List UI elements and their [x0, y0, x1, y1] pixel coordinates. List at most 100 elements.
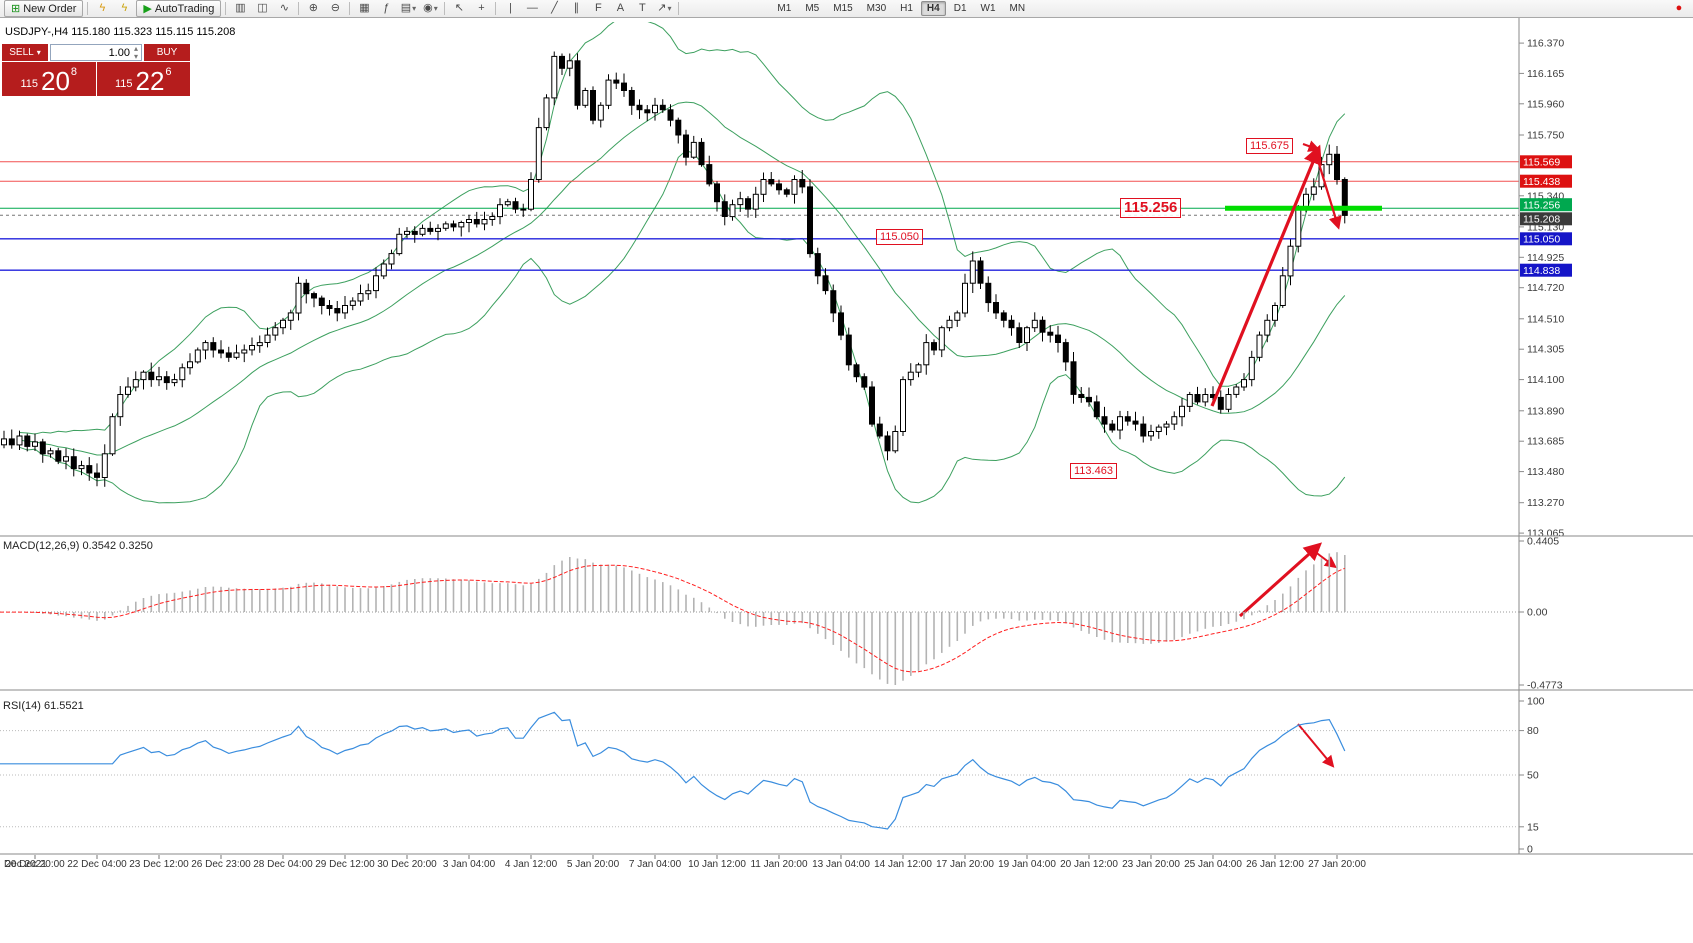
timeframe-m5[interactable]: M5 — [805, 3, 820, 14]
fibonacci-icon[interactable]: F — [587, 1, 609, 16]
symbol-ohlc-label: USDJPY-,H4 115.180 115.323 115.115 115.2… — [5, 26, 236, 38]
trendline-icon[interactable]: ╱ — [543, 1, 565, 16]
chart-window: 116.370 116.165 115.960 115.750 115.340 115.1… — [0, 18, 1693, 943]
svg-text:115.256: 115.256 — [1523, 200, 1560, 212]
buy-price-prefix: 115 — [114, 78, 133, 90]
buy-tab[interactable]: BUY — [144, 44, 190, 61]
candlestick-chart-icon: ◫ — [257, 2, 268, 14]
timeframe-w1[interactable]: W1 — [980, 3, 996, 14]
crosshair-icon[interactable]: + — [470, 1, 492, 16]
sell-price-prefix: 115 — [20, 78, 38, 90]
timeframe-m30[interactable]: M30 — [866, 3, 887, 14]
tile-windows-icon: ▦ — [359, 2, 370, 14]
timeframe-m1[interactable]: M1 — [777, 3, 792, 14]
svg-text:7 Jan 04:00: 7 Jan 04:00 — [629, 859, 682, 870]
trendline-icon: ╱ — [551, 2, 558, 14]
svg-text:Dec 2021: Dec 2021 — [4, 859, 47, 870]
timeframe-h1[interactable]: H1 — [900, 3, 913, 14]
svg-text:0.4405: 0.4405 — [1527, 536, 1559, 548]
toolbar-separator — [225, 2, 227, 15]
svg-text:30 Dec 20:00: 30 Dec 20:00 — [377, 859, 437, 870]
svg-text:114.720: 114.720 — [1527, 282, 1564, 294]
svg-text:14 Jan 12:00: 14 Jan 12:00 — [874, 859, 932, 870]
timeframe-mn[interactable]: MN — [1009, 3, 1026, 14]
svg-text:27 Jan 20:00: 27 Jan 20:00 — [1308, 859, 1366, 870]
trend-arrows[interactable] — [1210, 140, 1342, 768]
svg-text:11 Jan 20:00: 11 Jan 20:00 — [750, 859, 808, 870]
horizontal-line-icon[interactable]: — — [521, 1, 543, 16]
bar-chart-icon[interactable]: ▥ — [229, 1, 251, 16]
macd-panel: 0.4405 0.00 -0.4773 — [0, 536, 1563, 692]
sell-price-big: 20 — [41, 66, 70, 96]
zoom-in-icon[interactable]: ⊕ — [302, 1, 324, 16]
equidistant-channel-icon[interactable]: ∥ — [565, 1, 587, 16]
buy-tab-label: BUY — [156, 47, 178, 58]
text-icon: A — [616, 2, 625, 14]
candlesticks — [1, 51, 1348, 487]
timeframe-m15[interactable]: M15 — [833, 3, 853, 14]
timeframe-menu-icon[interactable]: ◉ ▾ — [419, 1, 441, 16]
macd-indicator-label: MACD(12,26,9) 0.3542 0.3250 — [3, 540, 153, 552]
timeframe-h4[interactable]: H4 — [920, 1, 946, 16]
svg-text:114.100: 114.100 — [1527, 374, 1564, 386]
tile-windows-icon[interactable]: ▦ — [353, 1, 375, 16]
svg-text:114.305: 114.305 — [1527, 344, 1564, 356]
svg-text:114.510: 114.510 — [1527, 313, 1564, 325]
horizontal-level-lines[interactable] — [0, 161, 1519, 271]
line-chart-icon[interactable]: ∿ — [273, 1, 295, 16]
svg-text:115.960: 115.960 — [1527, 98, 1564, 110]
sell-tab-label: SELL — [9, 47, 34, 58]
price-annotation-115675[interactable]: 115.675 — [1246, 138, 1293, 154]
price-axis[interactable]: 116.370116.165115.960115.750115.340115.1… — [1518, 18, 1572, 854]
svg-text:113.685: 113.685 — [1527, 436, 1564, 448]
buy-price-sup: 6 — [165, 66, 172, 78]
svg-text:115.438: 115.438 — [1523, 176, 1560, 188]
arrow-tools-icon: ↗ — [657, 2, 667, 14]
templates-icon[interactable]: ▤ ▾ — [397, 1, 419, 16]
svg-text:19 Jan 04:00: 19 Jan 04:00 — [998, 859, 1056, 870]
expert-advisor-icon[interactable]: ϟ — [113, 1, 135, 16]
dropdown-caret-icon: ▾ — [667, 3, 672, 13]
zoom-out-icon[interactable]: ⊖ — [324, 1, 346, 16]
vertical-line-icon: | — [508, 2, 512, 14]
buy-price-big: 22 — [135, 66, 165, 96]
volume-value: 1.00 — [108, 46, 130, 59]
equidistant-channel-icon: ∥ — [573, 2, 580, 14]
text-icon[interactable]: A — [609, 1, 631, 16]
text-label-icon[interactable]: T — [631, 1, 653, 16]
autotrading-button-label: AutoTrading — [154, 2, 215, 15]
volume-spinner-icon[interactable]: ▴ ▾ — [133, 43, 138, 61]
metaeditor-icon[interactable]: ϟ — [91, 1, 113, 16]
toolbar-separator — [495, 2, 497, 15]
cursor-icon[interactable]: ↖ — [448, 1, 470, 16]
volume-input[interactable]: 1.00 ▴ ▾ — [50, 44, 142, 61]
buy-button[interactable]: 115 22 6 — [96, 62, 190, 96]
arrow-tools-icon[interactable]: ↗ ▾ — [653, 1, 675, 16]
autotrading-button[interactable]: ▶ AutoTrading — [136, 0, 222, 17]
new-order-button[interactable]: ⊞ New Order — [4, 0, 84, 17]
svg-text:113.270: 113.270 — [1527, 497, 1564, 509]
indicators-icon[interactable]: ƒ — [375, 1, 397, 16]
svg-text:114.838: 114.838 — [1523, 265, 1560, 277]
crosshair-icon: + — [478, 2, 485, 14]
timeframe-d1[interactable]: D1 — [953, 3, 967, 14]
price-annotation-115256[interactable]: 115.256 — [1120, 198, 1182, 218]
dropdown-caret-icon: ▾ — [412, 3, 417, 13]
svg-text:10 Jan 12:00: 10 Jan 12:00 — [688, 859, 746, 870]
cursor-icon: ↖ — [454, 2, 465, 14]
chart-canvas[interactable]: 116.370116.165115.960115.750115.340115.1… — [0, 18, 1693, 943]
zoom-out-icon: ⊖ — [330, 2, 341, 14]
autotrading-icon: ▶ — [143, 3, 152, 15]
indicators-icon: ƒ — [383, 2, 390, 14]
sell-button[interactable]: 115 20 8 — [2, 62, 96, 96]
price-annotation-113463[interactable]: 113.463 — [1070, 463, 1117, 479]
svg-text:26 Jan 12:00: 26 Jan 12:00 — [1246, 859, 1304, 870]
rsi-line — [0, 711, 1346, 830]
candlestick-chart-icon[interactable]: ◫ — [251, 1, 273, 16]
vertical-line-icon[interactable]: | — [499, 1, 521, 16]
line-chart-icon: ∿ — [279, 2, 290, 14]
sell-tab[interactable]: SELL ▾ — [2, 44, 48, 61]
price-annotation-115050[interactable]: 115.050 — [876, 229, 923, 245]
connection-status-icon[interactable]: ● — [1668, 1, 1690, 16]
